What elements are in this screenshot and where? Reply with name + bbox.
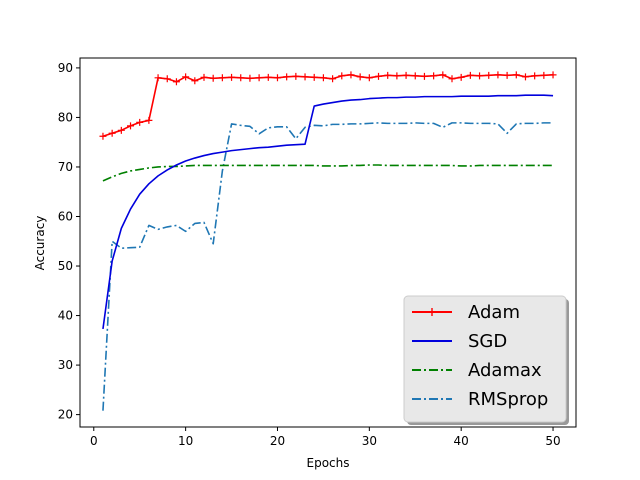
y-tick-label: 70 — [58, 160, 73, 174]
plot-layer — [99, 71, 557, 411]
data-point-adam — [310, 73, 318, 81]
data-point-adam — [246, 74, 254, 82]
data-point-adam — [136, 118, 144, 126]
legend-label-adamax: Adamax — [468, 360, 542, 381]
x-tick-label: 30 — [362, 434, 377, 448]
legend-label-adam: Adam — [468, 302, 520, 323]
data-point-adam — [420, 72, 428, 80]
legend-marker-adam — [428, 308, 436, 316]
x-axis-label: Epochs — [307, 456, 350, 470]
x-tick-label: 40 — [454, 434, 469, 448]
data-point-adam — [264, 73, 272, 81]
data-point-adam — [466, 71, 474, 79]
data-point-adam — [292, 72, 300, 80]
y-tick-label: 80 — [58, 110, 73, 124]
x-tick-label: 50 — [545, 434, 560, 448]
data-point-adam — [521, 73, 529, 81]
x-tick-label: 0 — [90, 434, 98, 448]
data-point-adam — [457, 73, 465, 81]
data-point-adam — [402, 71, 410, 79]
legend-box — [403, 295, 567, 423]
data-point-adam — [283, 73, 291, 81]
data-point-adam — [172, 78, 180, 86]
data-point-adam — [319, 74, 327, 82]
data-point-adam — [108, 129, 116, 137]
data-point-adam — [209, 74, 217, 82]
data-point-adam — [384, 71, 392, 79]
data-point-adam — [99, 132, 107, 140]
data-point-adam — [439, 71, 447, 79]
axes-layer: 0 10 20 30 40 50 20 30 40 50 60 70 80 90 — [58, 57, 577, 448]
y-tick-label: 30 — [58, 358, 73, 372]
data-point-adam — [163, 75, 171, 83]
data-point-adam — [301, 73, 309, 81]
x-tick-label: 10 — [178, 434, 193, 448]
data-point-adam — [200, 73, 208, 81]
data-point-adam — [393, 72, 401, 80]
legend: Adam SGD Adamax RMSprop — [403, 295, 569, 425]
y-tick-label: 50 — [58, 259, 73, 273]
data-point-adam — [273, 74, 281, 82]
data-point-adam — [117, 126, 125, 134]
data-point-adam — [540, 71, 548, 79]
data-point-adam — [127, 122, 135, 130]
series-line-sgd — [102, 94, 554, 330]
data-point-adam — [218, 74, 226, 82]
data-point-adam — [255, 74, 263, 82]
data-point-adam — [182, 73, 190, 81]
data-point-adam — [411, 72, 419, 80]
data-point-adam — [145, 116, 153, 124]
x-tick-label: 20 — [270, 434, 285, 448]
y-tick-label: 90 — [58, 61, 73, 75]
series-line-adam — [102, 74, 554, 138]
data-point-adam — [549, 71, 557, 79]
data-point-adam — [375, 72, 383, 80]
series-line-adamax — [102, 164, 554, 182]
data-point-adam — [476, 72, 484, 80]
y-tick-label: 40 — [58, 309, 73, 323]
data-point-adam — [485, 71, 493, 79]
data-point-adam — [503, 71, 511, 79]
data-point-adam — [430, 72, 438, 80]
data-point-adam — [365, 74, 373, 82]
data-point-adam — [356, 73, 364, 81]
data-point-adam — [237, 74, 245, 82]
data-point-adam — [347, 71, 355, 79]
data-point-adam — [329, 75, 337, 83]
data-point-adam — [531, 72, 539, 80]
plot-frame — [79, 57, 577, 428]
data-point-adam — [448, 75, 456, 83]
data-point-adam — [494, 71, 502, 79]
data-point-adam — [338, 72, 346, 80]
series-line-rmsprop — [102, 122, 554, 411]
data-point-adam — [228, 73, 236, 81]
legend-label-sgd: SGD — [468, 331, 507, 352]
data-point-adam — [512, 71, 520, 79]
legend-label-rmsprop: RMSprop — [468, 389, 548, 410]
y-tick-label: 60 — [58, 209, 73, 223]
data-point-adam — [154, 74, 162, 82]
y-axis-label: Accuracy — [33, 216, 47, 271]
data-point-adam — [191, 77, 199, 85]
y-tick-label: 20 — [58, 408, 73, 422]
